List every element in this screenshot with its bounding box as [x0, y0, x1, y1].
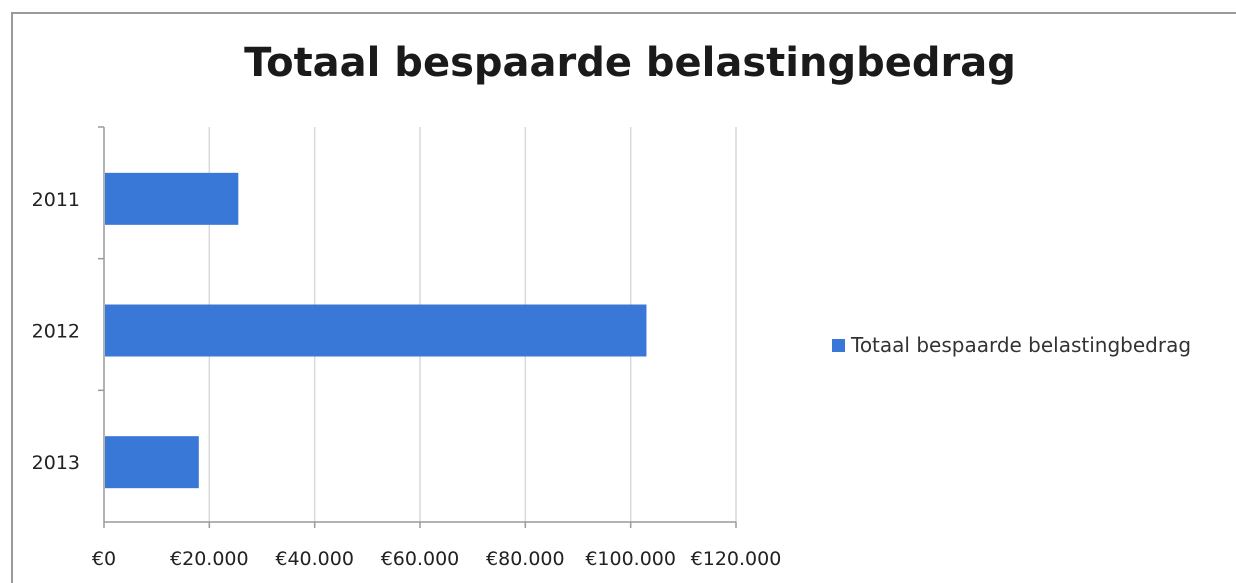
x-tick-label: €100.000: [585, 548, 676, 570]
legend-swatch: [832, 338, 845, 352]
bar-2013: [105, 436, 199, 489]
x-tick-label: €0: [92, 548, 116, 570]
x-tick-label: €60.000: [381, 548, 460, 570]
bar-2012: [105, 304, 647, 357]
x-tick-label: €120.000: [691, 548, 782, 570]
x-tick-label: €80.000: [486, 548, 565, 570]
legend: Totaal bespaarde belastingbedrag: [832, 333, 1191, 357]
y-tick-label: 2012: [32, 321, 80, 343]
x-tick-label: €20.000: [170, 548, 249, 570]
chart-frame: [11, 12, 1236, 583]
chart-title: Totaal bespaarde belastingbedrag: [244, 40, 1016, 86]
y-tick-label: 2011: [32, 189, 80, 211]
x-tick-label: €40.000: [275, 548, 354, 570]
legend-label: Totaal bespaarde belastingbedrag: [851, 333, 1192, 357]
y-tick-label: 2013: [32, 452, 80, 474]
bar-2011: [105, 172, 239, 225]
